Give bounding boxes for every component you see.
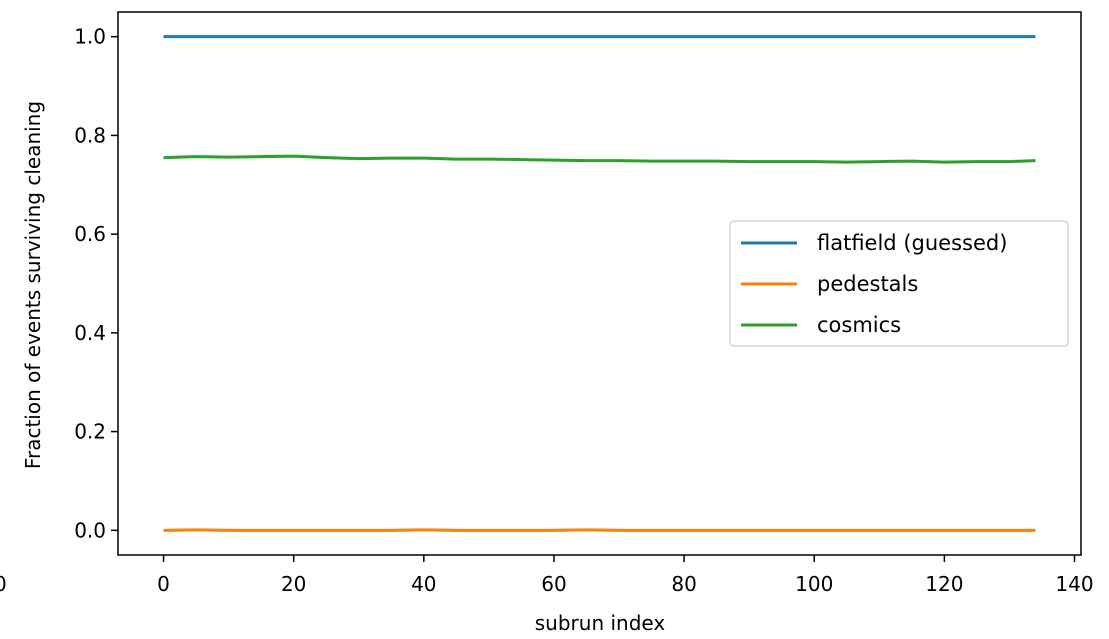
- y-ticks: 0.0 0.2 0.4 0.6 0.8 1.0: [74, 25, 118, 542]
- legend-items: flatfield (guessed) pedestals cosmics: [741, 231, 1007, 337]
- y-tick-label: 1.0: [74, 25, 106, 49]
- x-ticks: 0 20 40 60 80 100 120 140: [157, 555, 1094, 596]
- legend-label-0: flatfield (guessed): [817, 231, 1007, 255]
- y-axis-label: Fraction of events surviving cleaning: [21, 101, 45, 469]
- y-tick-label: 0.6: [74, 222, 106, 246]
- y-tick-label: 0.8: [74, 123, 106, 147]
- series-line-2: [163, 154, 1036, 164]
- x-tick-label: 120: [925, 572, 963, 596]
- x-tick-label: 100: [795, 572, 833, 596]
- legend-box: [729, 220, 1069, 347]
- y-tick-label: 0.4: [74, 321, 106, 345]
- y-tick-label: 0.0: [74, 518, 106, 542]
- axes-frame: [117, 11, 1082, 556]
- series-line-1: [163, 528, 1036, 532]
- x-tick-label: 20: [281, 572, 306, 596]
- y-tick-label: 0.2: [74, 420, 106, 444]
- x-axis-label: subrun index: [535, 611, 666, 635]
- x-tick-label: 140: [1055, 572, 1093, 596]
- legend-label-2: cosmics: [817, 313, 901, 337]
- x-tick-label: 80: [671, 572, 696, 596]
- series-layer: [163, 35, 1036, 532]
- partial-left-tick-label: 0: [0, 572, 7, 596]
- legend-label-1: pedestals: [817, 272, 918, 296]
- legend: flatfield (guessed) pedestals cosmics: [729, 220, 1069, 347]
- x-tick-label: 0: [157, 572, 170, 596]
- x-tick-label: 40: [411, 572, 436, 596]
- x-tick-label: 60: [541, 572, 566, 596]
